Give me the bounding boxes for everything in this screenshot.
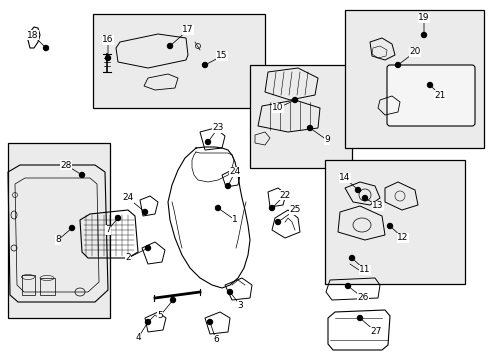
Ellipse shape	[349, 256, 354, 261]
Text: 8: 8	[55, 235, 61, 244]
Text: 13: 13	[371, 202, 383, 211]
Ellipse shape	[395, 63, 400, 68]
Ellipse shape	[167, 44, 172, 49]
Text: 4: 4	[135, 333, 141, 342]
Text: 24: 24	[229, 167, 240, 176]
Ellipse shape	[205, 139, 210, 144]
Text: 27: 27	[369, 328, 381, 337]
Text: 14: 14	[339, 174, 350, 183]
Ellipse shape	[269, 206, 274, 211]
Ellipse shape	[207, 320, 212, 324]
Bar	[8, 143, 110, 318]
Text: 15: 15	[216, 51, 227, 60]
Text: 12: 12	[397, 234, 408, 243]
Text: 18: 18	[27, 31, 39, 40]
Ellipse shape	[345, 284, 350, 288]
Ellipse shape	[355, 188, 360, 193]
Text: 16: 16	[102, 36, 114, 45]
Text: 10: 10	[272, 104, 283, 112]
Ellipse shape	[225, 184, 230, 189]
Text: 6: 6	[213, 336, 219, 345]
Text: 28: 28	[60, 161, 72, 170]
Text: 3: 3	[237, 301, 243, 310]
Text: 9: 9	[324, 135, 329, 144]
Ellipse shape	[142, 210, 147, 215]
Text: 26: 26	[357, 293, 368, 302]
Ellipse shape	[357, 315, 362, 320]
Text: 19: 19	[417, 13, 429, 22]
Ellipse shape	[421, 32, 426, 37]
Ellipse shape	[307, 126, 312, 130]
Ellipse shape	[215, 206, 220, 211]
Text: 1: 1	[232, 216, 237, 225]
Bar	[345, 10, 483, 148]
Text: 22: 22	[279, 190, 290, 199]
Bar	[325, 160, 464, 284]
Text: 11: 11	[359, 266, 370, 274]
Bar	[249, 65, 351, 168]
Ellipse shape	[145, 246, 150, 251]
Text: 24: 24	[122, 194, 133, 202]
Ellipse shape	[145, 320, 150, 324]
Ellipse shape	[292, 98, 297, 103]
Text: 23: 23	[212, 123, 223, 132]
Text: 5: 5	[157, 311, 163, 320]
FancyBboxPatch shape	[386, 65, 474, 126]
Text: 7: 7	[105, 225, 111, 234]
Ellipse shape	[69, 225, 74, 230]
Ellipse shape	[275, 220, 280, 225]
Ellipse shape	[115, 216, 120, 220]
Text: 21: 21	[433, 90, 445, 99]
Text: 20: 20	[408, 48, 420, 57]
Ellipse shape	[80, 172, 84, 177]
Text: 17: 17	[182, 26, 193, 35]
Ellipse shape	[227, 289, 232, 294]
Ellipse shape	[362, 195, 367, 201]
Ellipse shape	[386, 224, 392, 229]
Ellipse shape	[105, 55, 110, 60]
Ellipse shape	[43, 45, 48, 50]
Text: 2: 2	[125, 253, 131, 262]
Ellipse shape	[427, 82, 431, 87]
Ellipse shape	[170, 297, 175, 302]
Text: 25: 25	[289, 206, 300, 215]
Ellipse shape	[202, 63, 207, 68]
Bar	[93, 14, 264, 108]
